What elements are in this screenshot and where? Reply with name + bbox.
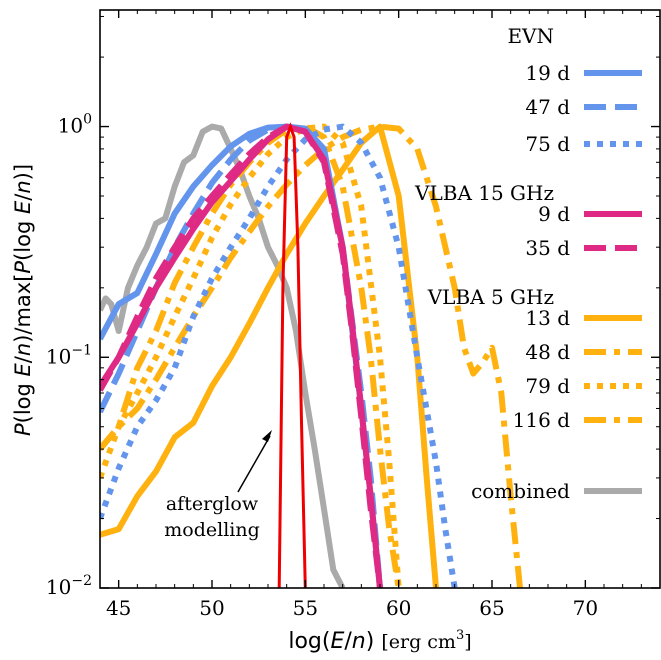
x-tick-label: 45 — [106, 596, 131, 620]
x-tick-label: 65 — [479, 596, 504, 620]
annotation-line1: afterglow — [166, 493, 259, 515]
axis-ticks: 45 50 55 60 65 70 10−2 10−1 100 — [46, 10, 661, 620]
series-line-116-d — [100, 123, 523, 588]
x-tick-label: 70 — [573, 596, 598, 620]
legend-label-35-d: 35 d — [525, 236, 570, 260]
annotation-arrow-head — [262, 430, 272, 442]
legend-label-75-d: 75 d — [525, 132, 570, 156]
y-tick-label: 100 — [58, 112, 92, 138]
annotation-arrow-shaft — [237, 435, 271, 493]
legend-label-48-d: 48 d — [525, 340, 570, 364]
x-axis-label: log(E/n) [erg cm3] — [288, 628, 471, 654]
series-line-35-d — [100, 123, 383, 588]
annotation: afterglow modelling — [164, 430, 272, 541]
series-line-13-d — [100, 123, 439, 588]
legend-title-vlba-15-ghz: VLBA 15 GHz — [414, 181, 554, 205]
series-line-79-d — [100, 123, 402, 588]
legend-title-vlba-5-ghz: VLBA 5 GHz — [427, 285, 554, 309]
legend-label-19-d: 19 d — [525, 61, 570, 85]
afterglow-line — [277, 122, 307, 588]
plot-lines — [100, 122, 523, 588]
y-tick-label: 10−1 — [46, 342, 92, 368]
legend-label-9-d: 9 d — [538, 202, 570, 226]
legend-title-evn: EVN — [507, 24, 554, 48]
x-tick-label: 55 — [293, 596, 318, 620]
legend-label-47-d: 47 d — [525, 95, 570, 119]
legend-label-79-d: 79 d — [525, 374, 570, 398]
x-tick-label: 60 — [386, 596, 411, 620]
x-tick-label: 50 — [199, 596, 224, 620]
y-axis-label: P(log E/n)/max[P(log E/n)] — [11, 164, 35, 436]
annotation-line2: modelling — [164, 519, 260, 541]
legend-label-combined: combined — [471, 479, 570, 503]
y-tick-label: 10−2 — [46, 573, 92, 599]
legend-label-116-d: 116 d — [513, 408, 571, 432]
legend-label-13-d: 13 d — [525, 306, 570, 330]
